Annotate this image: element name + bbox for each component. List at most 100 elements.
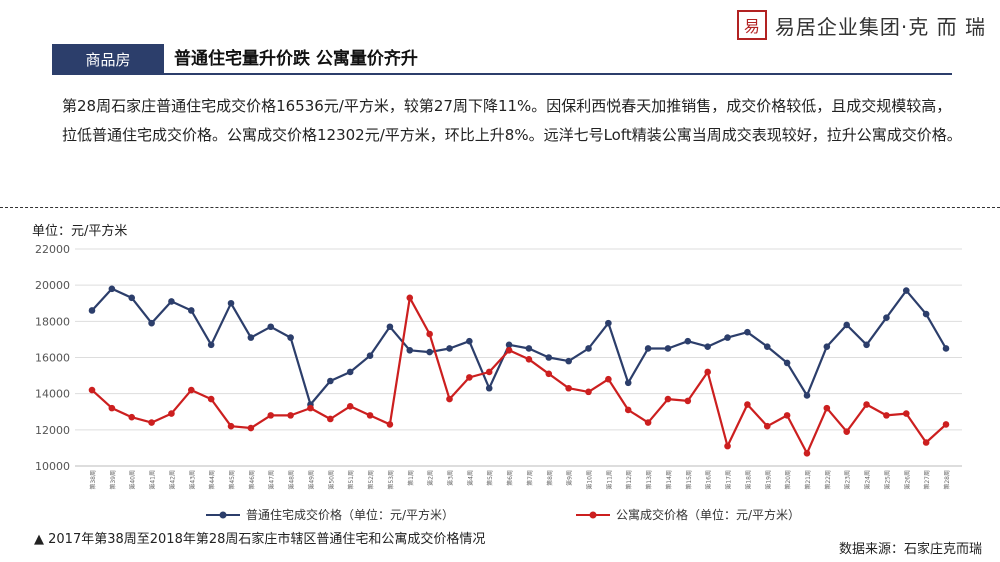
y-tick-label: 20000 [35, 279, 70, 292]
data-point-residential [863, 341, 870, 349]
data-point-residential [207, 341, 215, 349]
data-point-apartment [188, 386, 195, 394]
data-point-residential [446, 345, 453, 352]
x-tick-label: 第10周 [586, 470, 594, 490]
series-line-residential [91, 287, 947, 406]
x-tick-label: 第46周 [248, 470, 256, 490]
legend-label-apartment: 公寓成交价格（单位：元/平方米） [616, 507, 800, 522]
data-point-apartment [426, 330, 433, 338]
data-point-residential [188, 307, 195, 314]
price-line-chart: 10000 12000 14000 16000 18000 20000 22000 第38周 第… [35, 243, 962, 522]
y-tick-label: 16000 [35, 352, 70, 365]
data-point-apartment [366, 412, 374, 419]
data-point-apartment [823, 404, 831, 412]
data-point-residential [108, 285, 116, 293]
category-tag: 商品房 [52, 44, 164, 74]
x-tick-label: 第28周 [943, 470, 951, 490]
data-point-apartment [406, 294, 414, 302]
data-point-apartment [307, 404, 314, 412]
dashed-divider [0, 207, 1000, 208]
data-point-residential [366, 352, 374, 359]
brand-name: 易居企业集团·克 而 瑞 [774, 14, 986, 39]
x-tick-label: 第15周 [685, 470, 693, 490]
data-point-apartment [565, 384, 572, 392]
x-tick-label: 第14周 [665, 470, 673, 490]
x-tick-label: 第38周 [89, 470, 97, 490]
unit-label: 单位：元/平方米 [32, 224, 128, 239]
data-point-apartment [664, 395, 672, 403]
legend-label-residential: 普通住宅成交价格（单位：元/平方米） [246, 507, 454, 522]
data-point-residential [783, 359, 791, 367]
x-tick-label: 第4周 [466, 470, 474, 486]
x-tick-label: 第13周 [645, 470, 653, 490]
data-point-apartment [644, 419, 652, 426]
x-tick-label: 第51周 [347, 470, 355, 490]
brand-logo: 易 易居企业集团·克 而 瑞 [736, 10, 986, 40]
x-tick-label: 第45周 [228, 470, 236, 490]
y-tick-label: 14000 [35, 388, 70, 401]
y-tick-label: 18000 [35, 315, 70, 328]
data-point-residential [585, 345, 592, 352]
data-point-apartment [684, 397, 692, 405]
data-point-residential [148, 319, 155, 327]
x-tick-label: 第43周 [188, 470, 196, 490]
data-point-residential [426, 348, 433, 356]
x-tick-label: 第50周 [327, 470, 335, 490]
x-tick-label: 第49周 [307, 470, 315, 490]
data-point-apartment [128, 413, 136, 421]
data-point-residential [684, 337, 692, 345]
data-point-residential [565, 357, 572, 365]
summary-paragraph: 第28周石家庄普通住宅成交价格16536元/平方米，较第27周下降11%。因保利… [62, 97, 962, 144]
x-tick-label: 第12周 [625, 470, 633, 490]
x-tick-label: 第47周 [268, 470, 276, 490]
x-tick-label: 第52周 [367, 470, 375, 490]
data-point-residential [545, 354, 553, 361]
x-tick-label: 第20周 [784, 470, 792, 490]
data-point-apartment [505, 346, 513, 354]
x-tick-label: 第24周 [864, 470, 872, 490]
x-tick-label: 第53周 [387, 470, 395, 490]
x-tick-label: 第5周 [486, 470, 494, 486]
x-tick-label: 第23周 [844, 470, 852, 490]
x-tick-label: 第22周 [824, 470, 832, 490]
x-tick-label: 第39周 [109, 470, 117, 490]
data-point-residential [803, 392, 811, 399]
data-point-residential [327, 377, 334, 385]
data-point-apartment [327, 415, 334, 423]
data-point-apartment [803, 450, 811, 457]
data-point-apartment [247, 424, 255, 432]
legend-marker-apartment [589, 511, 597, 519]
legend-marker-residential [219, 511, 227, 519]
x-tick-label: 第27周 [923, 470, 931, 490]
data-point-apartment [922, 439, 930, 446]
x-tick-label: 第17周 [725, 470, 733, 490]
data-point-apartment [883, 412, 890, 419]
data-point-apartment [942, 421, 950, 428]
x-tick-label: 第19周 [764, 470, 772, 490]
data-point-apartment [863, 401, 870, 408]
data-point-residential [644, 345, 652, 352]
data-point-apartment [466, 374, 473, 381]
data-point-apartment [207, 395, 215, 403]
data-point-apartment [624, 406, 632, 414]
x-tick-label: 第16周 [705, 470, 713, 490]
x-tick-label: 第2周 [427, 470, 435, 486]
data-point-apartment [704, 368, 711, 376]
data-point-apartment [108, 404, 116, 412]
data-point-residential [823, 343, 831, 350]
data-point-residential [88, 307, 96, 314]
data-point-residential [406, 346, 414, 354]
data-point-residential [466, 337, 473, 345]
chart-caption: ▲ 2017年第38周至2018年第28周石家庄市辖区普通住宅和公寓成交价格情况 [34, 532, 486, 547]
data-point-residential [227, 299, 235, 307]
x-tick-label: 第44周 [208, 470, 216, 490]
data-point-apartment [585, 388, 592, 396]
series-line-apartment [91, 296, 947, 455]
x-tick-label: 第6周 [506, 470, 514, 486]
data-point-residential [724, 334, 731, 341]
x-tick-label: 第40周 [129, 470, 137, 490]
y-tick-label: 10000 [35, 460, 70, 473]
data-point-apartment [783, 412, 791, 419]
data-point-residential [763, 343, 771, 350]
data-point-apartment [227, 422, 235, 430]
